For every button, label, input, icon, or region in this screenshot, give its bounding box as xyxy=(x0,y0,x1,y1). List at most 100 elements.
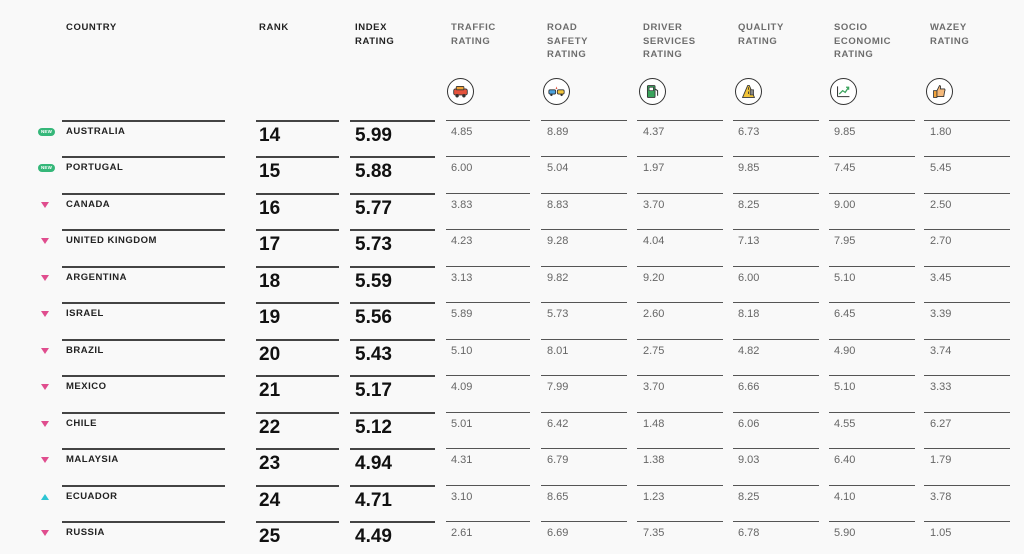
row-divider xyxy=(541,338,627,340)
row-divider xyxy=(350,120,435,122)
rank-value: 23 xyxy=(259,453,281,475)
row-divider xyxy=(541,156,627,158)
header-rank: RANK xyxy=(259,21,289,35)
thumbs-up-icon xyxy=(926,78,953,105)
header-wazey-line: RATING xyxy=(930,35,970,47)
row-divider xyxy=(256,265,339,268)
row-divider xyxy=(541,192,627,194)
rank-value: 19 xyxy=(259,307,281,329)
header-driver-services: DRIVER SERVICES RATING xyxy=(643,21,696,62)
gas-pump-icon xyxy=(639,78,666,105)
row-divider xyxy=(829,375,915,377)
index-rating-value: 5.56 xyxy=(355,307,392,329)
row-divider xyxy=(62,229,225,232)
trend-down-icon xyxy=(41,311,49,318)
row-divider xyxy=(924,229,1010,231)
driver-services-rating-value: 7.35 xyxy=(643,526,665,539)
road-safety-rating-value: 8.83 xyxy=(547,198,569,211)
row-divider xyxy=(541,484,627,486)
header-driver-services-line: RATING xyxy=(643,49,683,60)
socio-economic-rating-value: 9.85 xyxy=(834,126,856,138)
quality-rating-value: 8.18 xyxy=(738,308,760,321)
row-divider xyxy=(62,156,225,159)
index-rating-value: 5.43 xyxy=(355,343,392,365)
row-divider xyxy=(256,156,339,159)
quality-rating-value: 4.82 xyxy=(738,344,760,357)
socio-economic-rating-value: 4.10 xyxy=(834,490,856,503)
country-name: AUSTRALIA xyxy=(66,126,126,137)
row-divider xyxy=(829,192,915,194)
trend-down-icon xyxy=(41,347,49,354)
row-divider xyxy=(541,120,627,121)
row-divider xyxy=(733,338,819,340)
row-divider xyxy=(350,411,435,414)
rank-value: 18 xyxy=(259,270,281,292)
row-divider xyxy=(829,156,915,158)
header-socio-economic-line: ECONOMIC xyxy=(834,35,892,47)
row-divider xyxy=(637,265,723,267)
row-divider xyxy=(924,520,1010,522)
row-divider xyxy=(637,120,723,121)
header-driver-services-line: DRIVER xyxy=(643,22,683,33)
traffic-rating-value: 4.09 xyxy=(451,381,473,394)
wazey-rating-value: 1.05 xyxy=(930,526,952,539)
row-divider xyxy=(637,484,723,486)
road-quality-icon xyxy=(735,78,762,105)
row-divider xyxy=(733,375,819,377)
row-divider xyxy=(733,484,819,486)
row-divider xyxy=(637,375,723,377)
row-divider xyxy=(62,120,225,122)
row-divider xyxy=(256,302,339,305)
row-divider xyxy=(637,156,723,158)
row-divider xyxy=(829,411,915,413)
row-divider xyxy=(256,411,339,414)
road-safety-rating-value: 8.01 xyxy=(547,344,569,357)
index-rating-value: 5.88 xyxy=(355,161,392,183)
rank-value: 24 xyxy=(259,489,281,511)
country-name: ARGENTINA xyxy=(66,271,127,283)
row-divider xyxy=(62,484,225,487)
row-divider xyxy=(446,120,530,121)
wazey-rating-value: 3.78 xyxy=(930,490,952,503)
row-divider xyxy=(733,520,819,522)
header-wazey-line: WAZEY xyxy=(930,22,967,33)
header-traffic-line: RATING xyxy=(451,35,491,47)
wazey-rating-value: 2.70 xyxy=(930,235,952,248)
driver-services-rating-value: 2.75 xyxy=(643,344,665,357)
driver-services-rating-value: 1.48 xyxy=(643,417,665,430)
wazey-rating-value: 3.45 xyxy=(930,271,952,284)
socio-economic-rating-value: 7.45 xyxy=(834,162,856,175)
row-divider xyxy=(829,484,915,486)
road-safety-rating-value: 5.73 xyxy=(547,308,569,321)
row-divider xyxy=(62,520,225,523)
driver-services-rating-value: 1.38 xyxy=(643,454,665,467)
trend-down-icon xyxy=(41,384,49,391)
header-index-line: RATING xyxy=(355,35,395,47)
country-name: MEXICO xyxy=(66,381,107,393)
header-country: COUNTRY xyxy=(66,21,117,35)
row-divider xyxy=(924,156,1010,158)
header-rank-line: RANK xyxy=(259,22,289,33)
wazey-rating-value: 3.33 xyxy=(930,381,952,394)
row-divider xyxy=(350,520,435,523)
driver-services-rating-value: 4.04 xyxy=(643,235,665,248)
index-rating-value: 4.94 xyxy=(355,453,392,475)
growth-chart-icon xyxy=(830,78,857,105)
index-rating-value: 5.17 xyxy=(355,380,392,402)
row-divider xyxy=(541,411,627,413)
row-divider xyxy=(637,520,723,522)
road-safety-rating-value: 8.65 xyxy=(547,490,569,503)
index-rating-value: 4.49 xyxy=(355,525,392,547)
quality-rating-value: 9.03 xyxy=(738,454,760,467)
row-divider xyxy=(446,448,530,450)
new-badge: NEW xyxy=(38,128,55,136)
country-name: PORTUGAL xyxy=(66,162,124,174)
row-divider xyxy=(446,265,530,267)
rank-value: 20 xyxy=(259,343,281,365)
row-divider xyxy=(541,302,627,304)
trend-down-icon xyxy=(41,457,49,464)
row-divider xyxy=(637,448,723,450)
rank-value: 16 xyxy=(259,197,281,219)
wazey-rating-value: 1.80 xyxy=(930,126,952,138)
row-divider xyxy=(62,338,225,341)
